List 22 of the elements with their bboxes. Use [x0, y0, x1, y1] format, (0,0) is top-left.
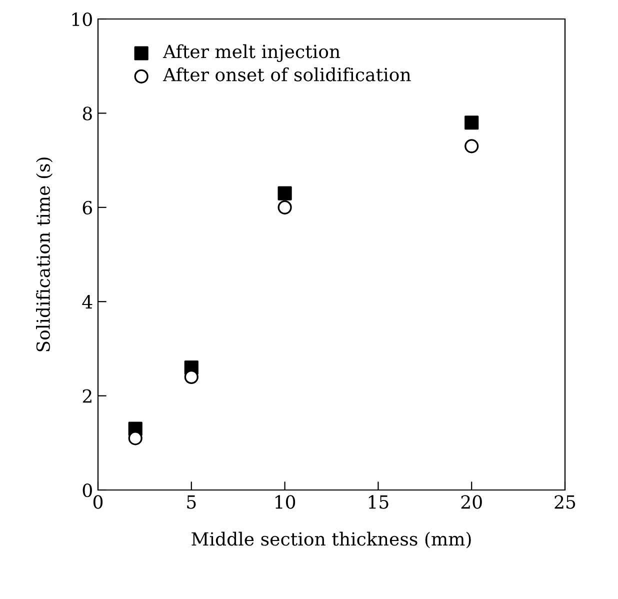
y-tick-label: 6: [82, 200, 92, 215]
point: [184, 370, 198, 384]
point: [278, 186, 292, 200]
x-tick-label: 20: [461, 495, 482, 509]
x-axis-title: Middle section thickness (mm): [192, 532, 471, 548]
legend-label: After melt injection: [162, 44, 340, 62]
point: [128, 431, 142, 446]
x-tick-label: 5: [187, 495, 196, 509]
y-tick-label: 2: [82, 389, 92, 403]
point: [464, 139, 479, 154]
x-tick-label: 0: [93, 495, 103, 509]
y-axis-title: Solidification time (s): [36, 158, 53, 352]
y-tick-label: 8: [82, 106, 92, 120]
y-tick-label: 10: [72, 12, 92, 26]
point: [278, 200, 292, 214]
y-tick-label: 4: [82, 295, 92, 308]
x-tick-label: 10: [276, 495, 296, 509]
x-tick-label: 15: [368, 495, 388, 509]
legend-label: After onset of solidification: [162, 67, 411, 82]
y-tick-label: 0: [82, 483, 92, 498]
point: [464, 116, 479, 130]
x-tick-label: 25: [554, 495, 576, 509]
